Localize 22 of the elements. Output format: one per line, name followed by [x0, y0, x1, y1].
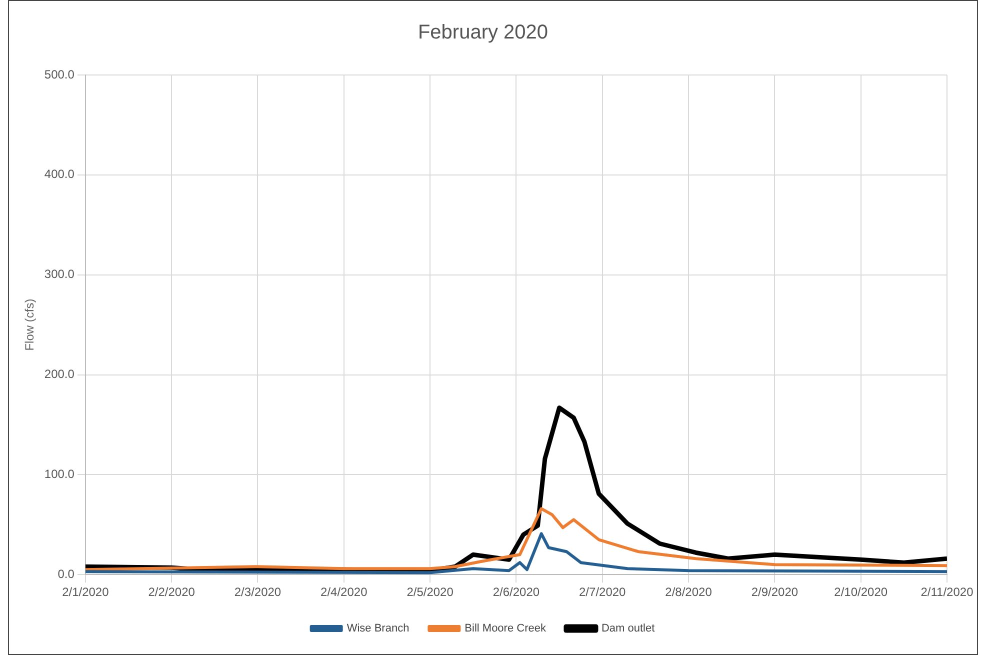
x-tick-label: 2/9/2020 [751, 585, 798, 600]
legend-label: Wise Branch [346, 622, 410, 635]
y-tick-label: 100.0 [44, 466, 75, 481]
x-tick-label: 2/1/2020 [62, 585, 110, 600]
x-tick-label: 2/11/2020 [920, 585, 974, 600]
x-tick-label: 2/6/2020 [492, 585, 540, 600]
legend-label: Dam outlet [601, 622, 655, 635]
x-tick-label: 2/5/2020 [406, 585, 454, 600]
x-tick-label: 2/4/2020 [320, 585, 368, 600]
y-tick-label: 0.0 [58, 566, 75, 581]
chart-title: February 2020 [418, 22, 548, 44]
x-tick-label: 2/8/2020 [665, 585, 712, 600]
y-tick-label: 400.0 [44, 167, 75, 182]
y-axis-title: Flow (cfs) [22, 298, 37, 351]
x-tick-label: 2/10/2020 [834, 585, 888, 600]
y-tick-label: 300.0 [44, 267, 75, 282]
y-tick-label: 500.0 [44, 67, 75, 82]
y-tick-label: 200.0 [44, 367, 75, 382]
legend-label: Bill Moore Creek [464, 622, 546, 635]
x-tick-label: 2/3/2020 [234, 585, 282, 600]
x-tick-label: 2/2/2020 [148, 585, 196, 600]
x-tick-label: 2/7/2020 [579, 585, 626, 600]
